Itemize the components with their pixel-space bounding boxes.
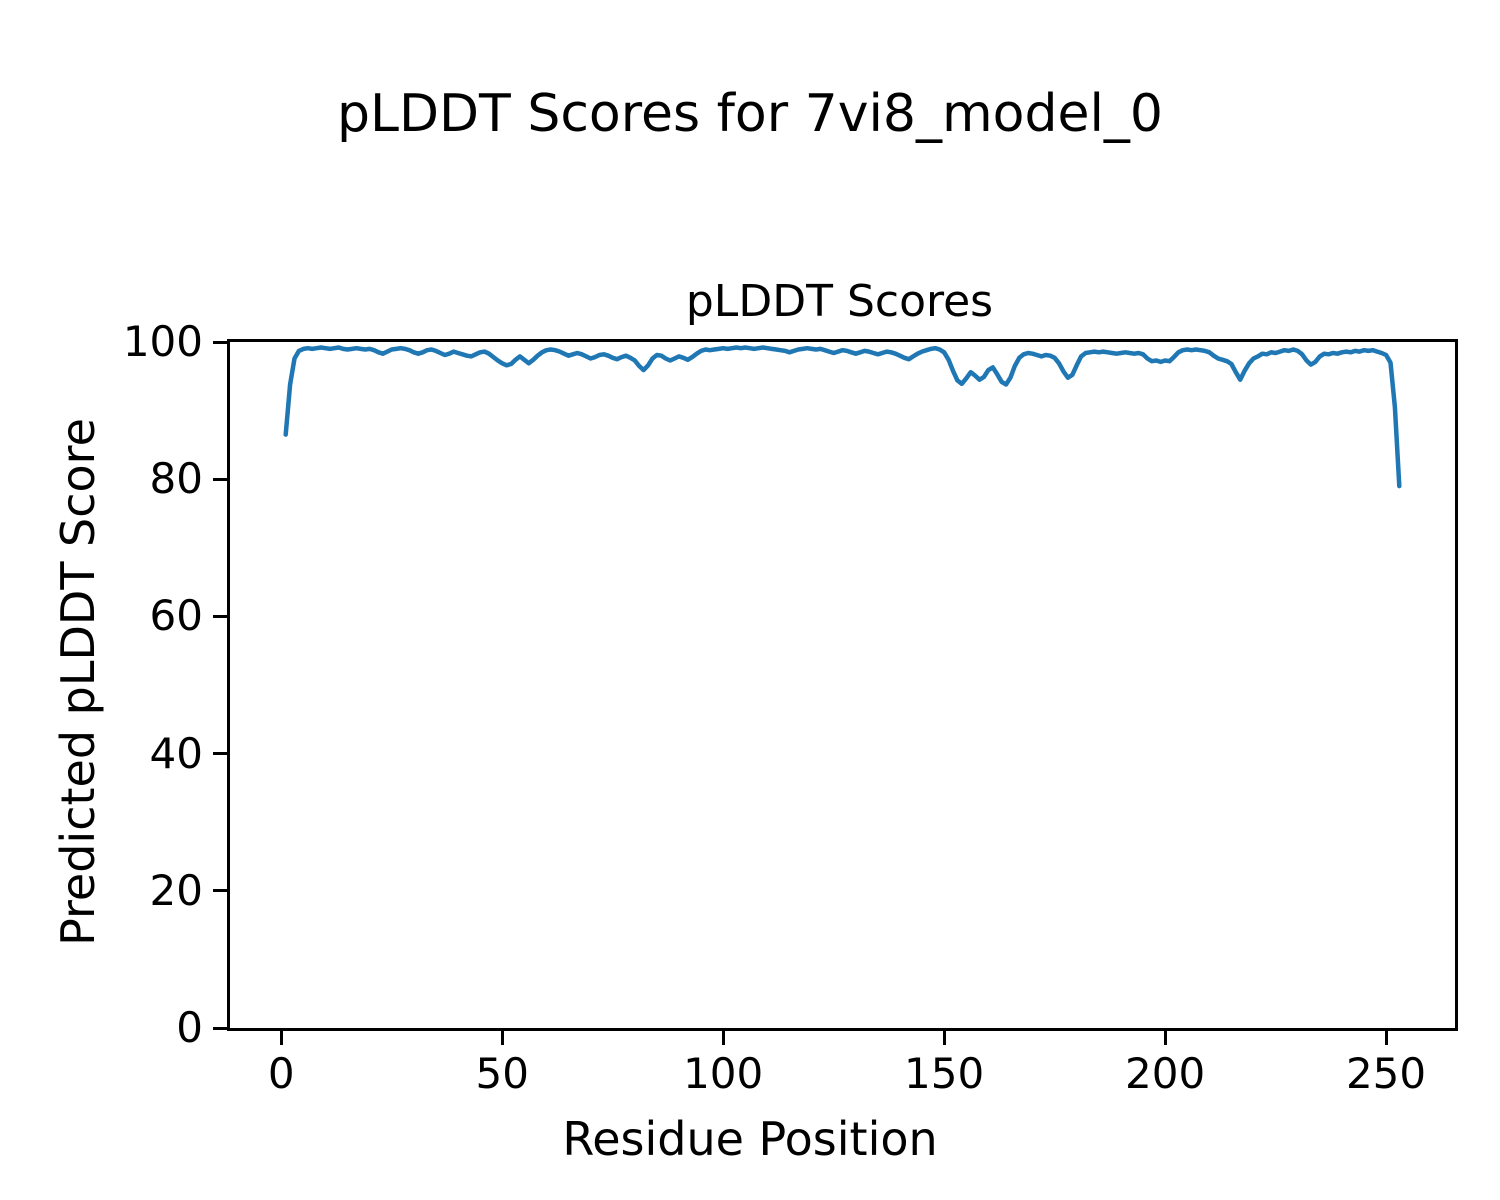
x-axis-tick-label: 100	[683, 1049, 764, 1098]
figure-title: pLDDT Scores for 7vi8_model_0	[336, 84, 1164, 144]
y-axis-tick-label: 0	[176, 1003, 203, 1052]
x-axis-label: Residue Position	[562, 1112, 938, 1166]
y-tick-mark	[213, 614, 227, 618]
y-axis-tick-label: 80	[149, 454, 203, 504]
plot-area	[227, 339, 1458, 1031]
x-axis-tick-label: 50	[475, 1049, 529, 1098]
x-tick-mark	[721, 1031, 725, 1045]
plot-title: pLDDT Scores	[685, 276, 994, 327]
y-axis-tick-label: 20	[149, 865, 203, 915]
y-tick-mark	[213, 1026, 227, 1030]
y-axis-tick-label: 100	[122, 317, 203, 366]
x-tick-mark	[1384, 1031, 1388, 1045]
plddt-line-chart	[283, 345, 1402, 489]
x-tick-mark	[942, 1031, 946, 1045]
y-tick-mark	[213, 477, 227, 481]
x-axis-tick-label: 0	[267, 1049, 295, 1098]
y-axis-tick-label: 60	[149, 591, 203, 641]
x-tick-mark	[500, 1031, 504, 1045]
x-tick-mark	[1163, 1031, 1167, 1045]
y-axis-label: Predicted pLDDT Score	[51, 418, 105, 946]
plddt-line	[283, 345, 1402, 489]
y-axis-tick-label: 40	[149, 728, 203, 778]
x-axis-tick-label: 150	[904, 1049, 985, 1098]
x-axis-tick-label: 250	[1345, 1049, 1427, 1098]
x-tick-mark	[279, 1031, 283, 1045]
x-axis-tick-label: 200	[1125, 1049, 1206, 1098]
y-tick-mark	[213, 889, 227, 893]
y-tick-mark	[213, 752, 227, 756]
y-tick-mark	[213, 340, 227, 344]
